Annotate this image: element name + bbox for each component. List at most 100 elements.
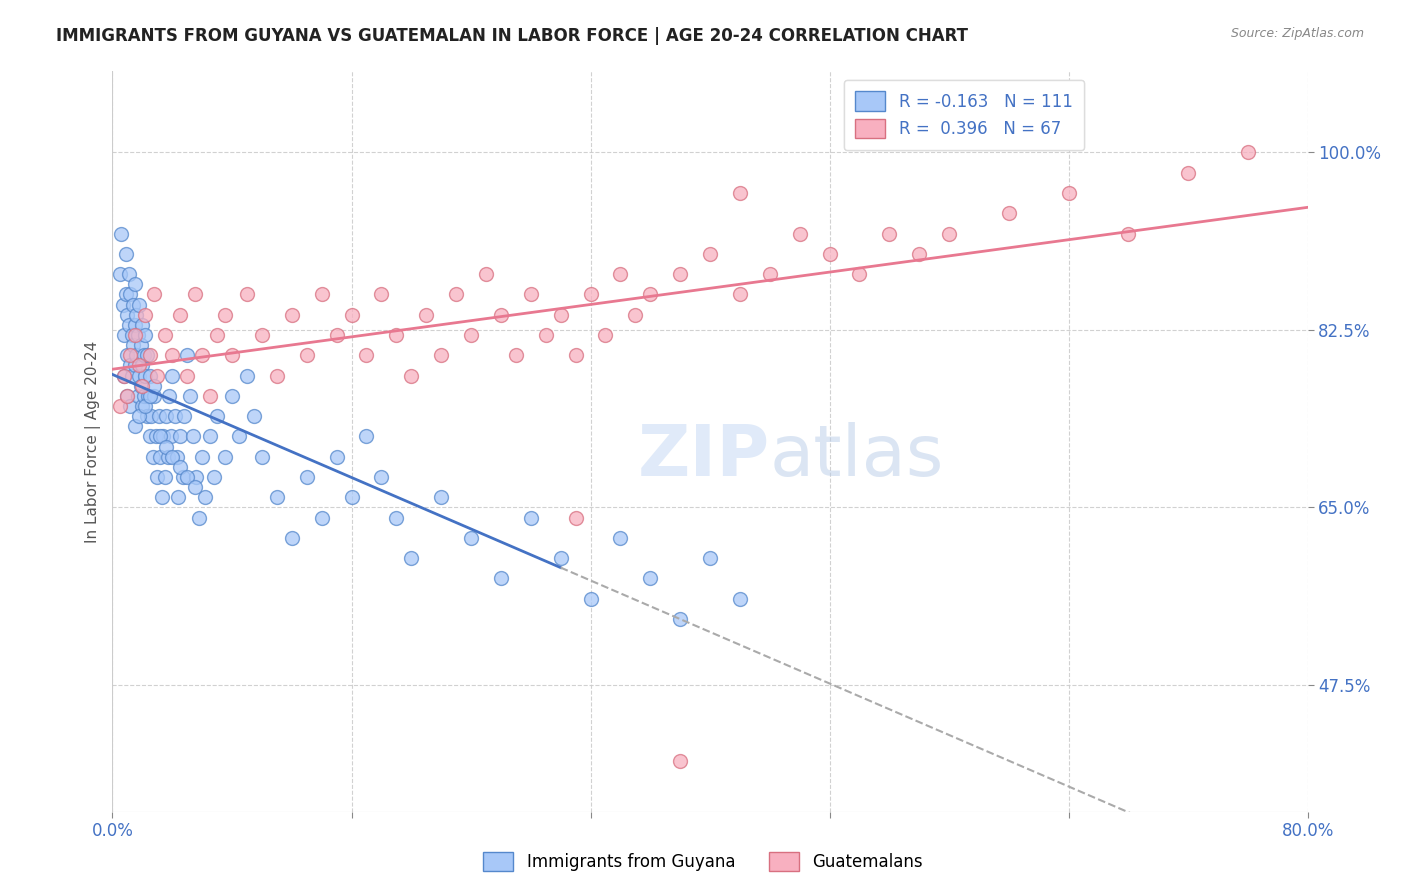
Point: [143, 389, 166, 403]
Point: [938, 227, 960, 241]
Point: [699, 247, 721, 261]
Point: [150, 491, 173, 505]
Point: [759, 267, 782, 281]
Point: [124, 328, 146, 343]
Point: [132, 389, 155, 403]
Point: [148, 409, 170, 424]
Point: [120, 287, 142, 301]
Point: [699, 551, 721, 566]
Point: [124, 359, 146, 373]
Point: [121, 328, 143, 343]
Point: [266, 491, 288, 505]
Point: [460, 531, 482, 545]
Point: [117, 348, 139, 362]
Point: [281, 308, 304, 322]
Point: [153, 470, 176, 484]
Y-axis label: In Labor Force | Age 20-24: In Labor Force | Age 20-24: [86, 341, 101, 542]
Point: [266, 368, 288, 383]
Point: [564, 348, 586, 362]
Point: [120, 399, 142, 413]
Point: [669, 612, 692, 626]
Point: [186, 470, 208, 484]
Point: [460, 328, 482, 343]
Point: [356, 429, 378, 443]
Point: [125, 308, 148, 322]
Point: [401, 551, 423, 566]
Point: [152, 429, 174, 443]
Point: [117, 389, 139, 403]
Point: [370, 287, 392, 301]
Point: [176, 348, 198, 362]
Point: [370, 470, 392, 484]
Point: [340, 308, 363, 322]
Point: [194, 491, 217, 505]
Point: [131, 399, 153, 413]
Point: [340, 491, 363, 505]
Point: [595, 328, 617, 343]
Point: [430, 348, 453, 362]
Point: [176, 368, 198, 383]
Point: [640, 571, 662, 585]
Point: [169, 308, 191, 322]
Point: [295, 348, 318, 362]
Point: [728, 186, 751, 200]
Point: [141, 409, 163, 424]
Point: [444, 287, 467, 301]
Point: [172, 470, 194, 484]
Point: [132, 348, 155, 362]
Text: Source: ZipAtlas.com: Source: ZipAtlas.com: [1230, 27, 1364, 40]
Point: [117, 308, 139, 322]
Point: [128, 368, 150, 383]
Point: [669, 267, 692, 281]
Text: ZIP: ZIP: [637, 422, 770, 491]
Point: [165, 409, 187, 424]
Legend: R = -0.163   N = 111, R =  0.396   N = 67: R = -0.163 N = 111, R = 0.396 N = 67: [844, 79, 1084, 150]
Point: [489, 308, 512, 322]
Point: [155, 409, 177, 424]
Point: [153, 328, 176, 343]
Point: [669, 754, 692, 768]
Point: [117, 389, 139, 403]
Point: [609, 267, 631, 281]
Point: [191, 450, 214, 464]
Text: IMMIGRANTS FROM GUYANA VS GUATEMALAN IN LABOR FORCE | AGE 20-24 CORRELATION CHAR: IMMIGRANTS FROM GUYANA VS GUATEMALAN IN …: [56, 27, 969, 45]
Point: [179, 389, 201, 403]
Point: [120, 348, 142, 362]
Point: [128, 409, 150, 424]
Point: [221, 348, 243, 362]
Point: [879, 227, 901, 241]
Point: [134, 308, 156, 322]
Point: [356, 348, 378, 362]
Point: [202, 470, 225, 484]
Point: [139, 429, 162, 443]
Point: [131, 318, 153, 332]
Point: [191, 348, 214, 362]
Point: [114, 368, 135, 383]
Point: [236, 368, 259, 383]
Point: [520, 510, 543, 524]
Point: [146, 368, 169, 383]
Point: [385, 510, 408, 524]
Text: atlas: atlas: [770, 422, 945, 491]
Point: [120, 359, 142, 373]
Point: [122, 338, 145, 352]
Point: [124, 277, 146, 292]
Point: [1237, 145, 1260, 160]
Point: [169, 459, 191, 474]
Point: [127, 328, 149, 343]
Point: [198, 429, 221, 443]
Point: [998, 206, 1021, 220]
Point: [205, 409, 228, 424]
Point: [128, 298, 150, 312]
Point: [139, 348, 162, 362]
Point: [188, 510, 211, 524]
Point: [115, 247, 138, 261]
Point: [157, 389, 180, 403]
Point: [169, 429, 191, 443]
Point: [181, 429, 204, 443]
Point: [214, 308, 236, 322]
Point: [122, 298, 145, 312]
Point: [325, 450, 347, 464]
Point: [114, 368, 135, 383]
Point: [155, 440, 177, 454]
